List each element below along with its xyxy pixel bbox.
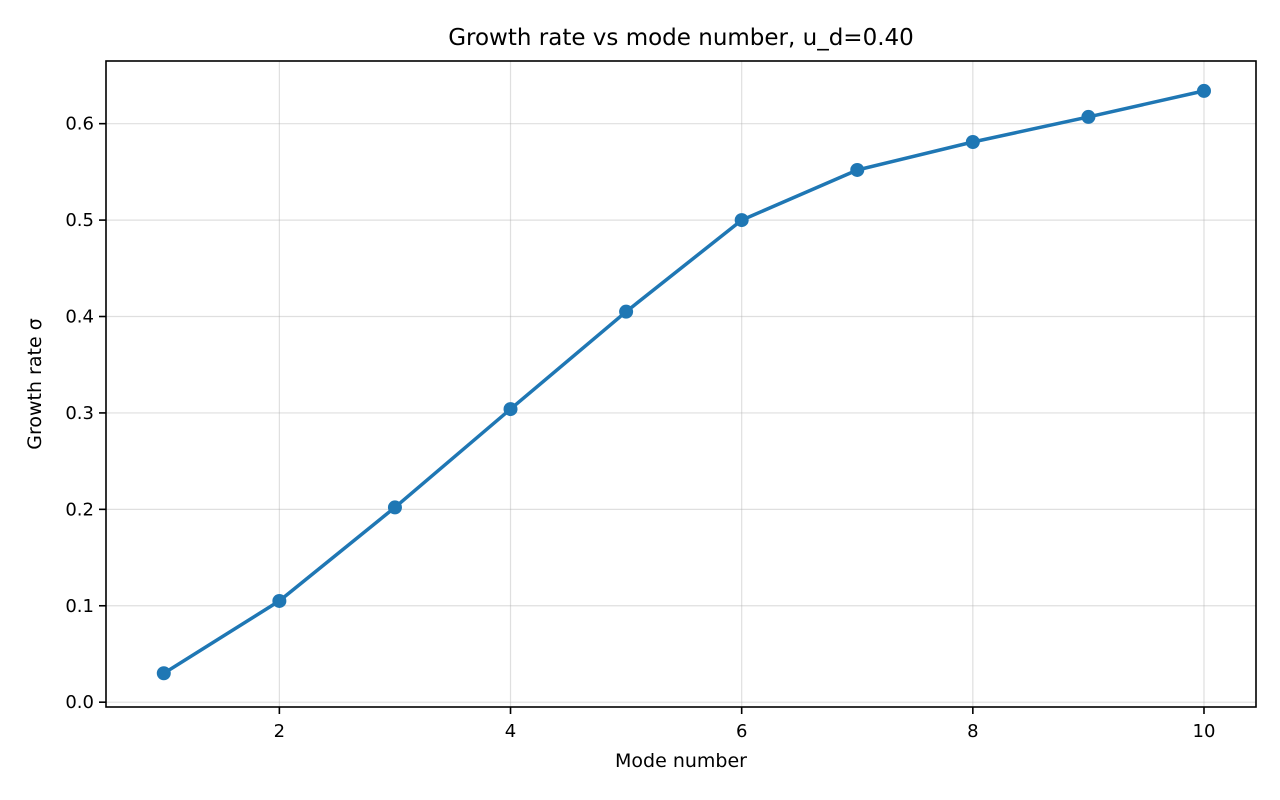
y-tick-label: 0.6 bbox=[65, 114, 94, 135]
data-point bbox=[156, 666, 171, 681]
y-tick-label: 0.3 bbox=[65, 403, 94, 424]
data-point bbox=[734, 213, 749, 228]
data-point bbox=[387, 500, 402, 515]
y-tick-label: 0.5 bbox=[65, 210, 94, 231]
x-tick-label: 4 bbox=[505, 721, 516, 742]
x-tick-label: 6 bbox=[736, 721, 747, 742]
series-layer bbox=[156, 83, 1211, 681]
data-point bbox=[965, 134, 980, 149]
data-point bbox=[619, 304, 634, 319]
series-line bbox=[161, 88, 1207, 676]
x-axis-label: Mode number bbox=[615, 750, 747, 772]
data-point bbox=[1196, 83, 1211, 98]
x-tick-label: 8 bbox=[967, 721, 978, 742]
y-axis-label: Growth rate σ bbox=[24, 318, 46, 450]
y-tick-label: 0.1 bbox=[65, 596, 94, 617]
y-tick-label: 0.2 bbox=[65, 499, 94, 520]
y-tick-label: 0.4 bbox=[65, 307, 94, 328]
data-point bbox=[1081, 109, 1096, 124]
x-tick-label: 2 bbox=[274, 721, 285, 742]
data-point bbox=[503, 402, 518, 417]
chart-title: Growth rate vs mode number, u_d=0.40 bbox=[448, 25, 914, 51]
x-tick-label: 10 bbox=[1193, 721, 1216, 742]
plot-frame bbox=[105, 60, 1257, 708]
tick-layer: 2 4 6 8 10 0.0 0.1 0.2 0.3 0.4 0.5 0.6 bbox=[65, 114, 1215, 742]
y-tick-label: 0.0 bbox=[65, 692, 94, 713]
grid-layer bbox=[106, 61, 1256, 707]
data-point bbox=[272, 593, 287, 608]
data-point bbox=[850, 162, 865, 177]
